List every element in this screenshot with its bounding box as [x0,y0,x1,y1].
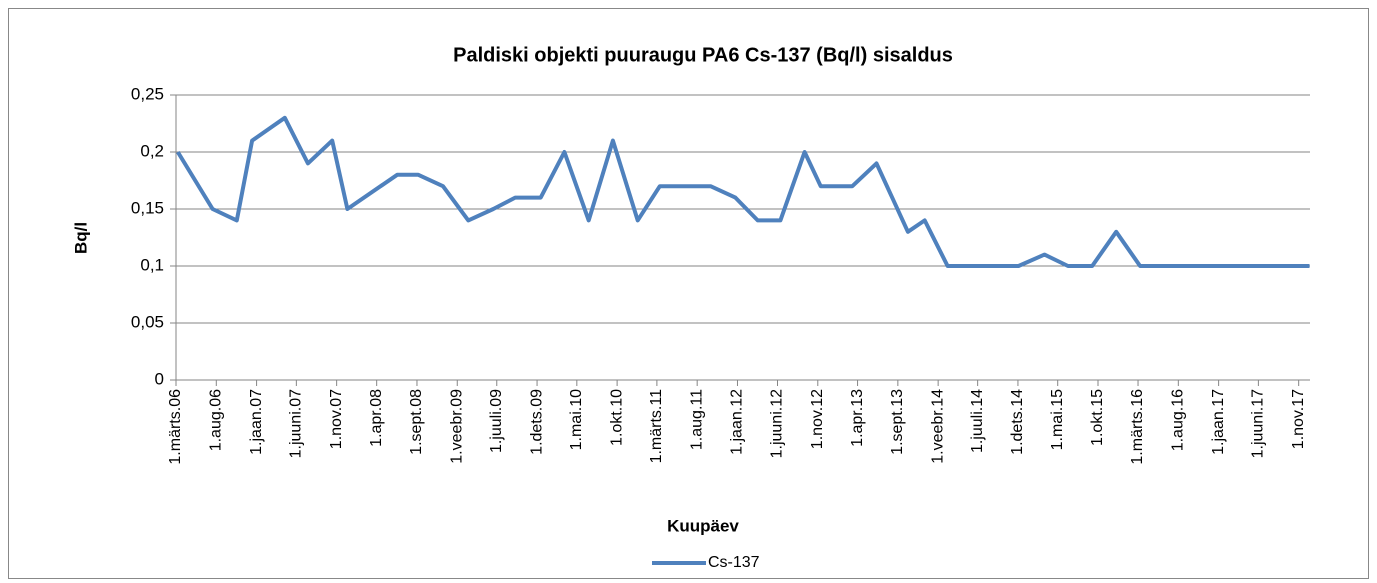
x-tick-label: 1.jaan.12 [729,389,746,455]
y-tick-label: 0,25 [131,84,164,103]
x-tick-label: 1.juuni.12 [769,389,786,458]
x-tick-label: 1.juuli.09 [488,389,505,453]
x-tick-label: 1.aug.11 [688,389,705,450]
x-tick-label: 1.dets.09 [528,389,545,455]
x-tick-label: 1.apr.13 [849,389,866,447]
x-tick-label: 1.juuni.17 [1250,389,1267,458]
x-tick-label: 1.märts.16 [1129,389,1146,465]
x-tick-label: 1.dets.14 [1009,389,1026,455]
x-tick-label: 1.apr.08 [368,389,385,447]
x-tick-label: 1.veebr.09 [448,389,465,464]
chart-title: Paldiski objekti puuraugu PA6 Cs-137 (Bq… [453,44,953,66]
legend-label: Cs-137 [708,554,760,571]
x-tick-label: 1.sept.13 [889,389,906,455]
x-tick-label: 1.okt.10 [608,389,625,446]
y-tick-label: 0,15 [131,198,164,217]
x-tick-label: 1.jaan.17 [1210,389,1227,455]
y-tick-label: 0,05 [131,312,164,331]
x-tick-label: 1.aug.16 [1170,389,1187,451]
x-tick-label: 1.aug.06 [208,389,225,451]
x-tick-label: 1.nov.07 [328,389,345,449]
x-tick-label: 1.sept.08 [408,389,425,455]
x-tick-label: 1.märts.11 [648,389,665,464]
x-axis-label: Kuupäev [667,516,739,535]
y-axis-label: Bq/l [71,222,90,254]
x-tick-label: 1.okt.15 [1089,389,1106,446]
x-tick-label: 1.mai.15 [1049,389,1066,450]
x-tick-label: 1.jaan.07 [248,389,265,455]
data-line [176,115,1310,268]
y-tick-label: 0,1 [140,255,164,274]
chart-border [8,8,1369,579]
x-tick-label: 1.mai.10 [568,389,585,450]
x-tick-label: 1.nov.12 [809,389,826,449]
x-tick-label: 1.nov.17 [1290,389,1307,449]
x-tick-label: 1.juuni.07 [288,389,305,458]
y-tick-label: 0 [155,369,164,388]
y-tick-label: 0,2 [140,141,164,160]
x-tick-label: 1.veebr.14 [929,389,946,464]
x-tick-label: 1.märts.06 [167,389,184,465]
x-tick-label: 1.juuli.14 [969,389,986,453]
